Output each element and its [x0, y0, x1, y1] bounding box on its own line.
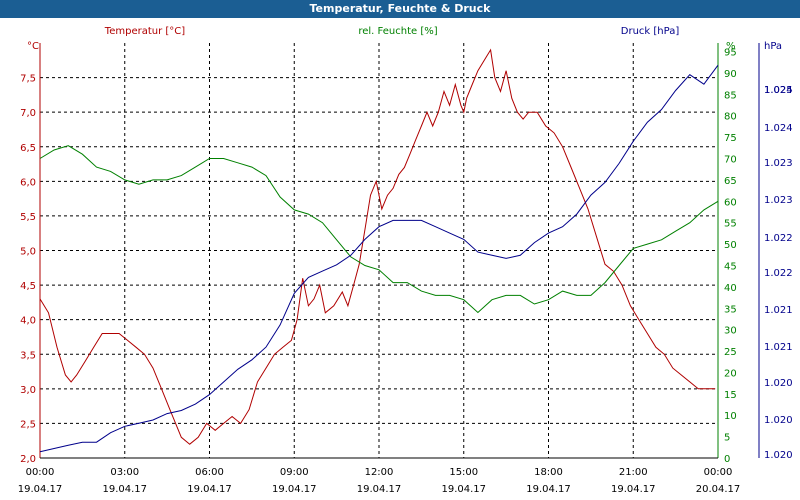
time-tick-label: 21:00 [619, 467, 648, 478]
humidity-tick-label: 75 [724, 133, 737, 144]
date-tick-label: 19.04.17 [187, 484, 232, 495]
temperature-tick-label: 2,5 [20, 419, 36, 430]
humidity-tick-label: 60 [724, 197, 737, 208]
temperature-tick-label: 6,0 [20, 177, 36, 188]
humidity-tick-label: 5 [724, 433, 730, 444]
temperature-tick-label: 5,5 [20, 212, 36, 223]
temperature-tick-label: 4,0 [20, 316, 36, 327]
time-tick-label: 12:00 [365, 467, 394, 478]
date-tick-label: 19.04.17 [611, 484, 656, 495]
humidity-tick-label: 25 [724, 347, 737, 358]
temperature-tick-label: 7,0 [20, 108, 36, 119]
pressure-tick-label: 1.020 [764, 415, 793, 426]
pressure-tick-label: 1.021 [764, 342, 793, 353]
date-tick-label: 19.04.17 [357, 484, 402, 495]
pressure-unit-label: hPa [764, 41, 782, 52]
pressure-tick-label: 1.022 [764, 268, 793, 279]
time-tick-label: 15:00 [449, 467, 478, 478]
humidity-series-line [39, 145, 719, 314]
humidity-tick-label: 20 [724, 368, 737, 379]
humidity-tick-label: 30 [724, 326, 737, 337]
date-tick-label: 20.04.17 [696, 484, 741, 495]
humidity-tick-label: 65 [724, 176, 737, 187]
humidity-tick-label: 10 [724, 411, 737, 422]
date-tick-label: 19.04.17 [102, 484, 147, 495]
data-series [39, 48, 719, 453]
pressure-tick-label: 1.021 [764, 305, 793, 316]
temperature-tick-label: 5,0 [20, 247, 36, 258]
humidity-tick-label: 15 [724, 390, 737, 401]
pressure-tick-label: 1.024 [764, 85, 793, 96]
temperature-tick-label: 3,0 [20, 385, 36, 396]
humidity-unit-label: % [726, 41, 736, 52]
humidity-tick-label: 50 [724, 240, 737, 251]
humidity-tick-label: 70 [724, 155, 737, 166]
humidity-tick-labels: 0 5 10 15 20 25 30 35 40 45 50 55 60 65 70 75 80 85 90 95 [724, 48, 737, 465]
pressure-tick-label: 1.023 [764, 195, 793, 206]
temperature-tick-label: 6,5 [20, 143, 36, 154]
time-tick-label: 09:00 [280, 467, 309, 478]
temperature-tick-label: 3,5 [20, 350, 36, 361]
humidity-tick-label: 90 [724, 69, 737, 80]
time-tick-label: 03:00 [110, 467, 139, 478]
temperature-series-line [39, 48, 716, 445]
grid-lines [39, 43, 719, 459]
temperature-unit-label: °C [27, 41, 39, 52]
humidity-tick-label: 40 [724, 283, 737, 294]
time-tick-label: 00:00 [26, 467, 55, 478]
chart-axes [39, 43, 760, 459]
humidity-tick-label: 35 [724, 304, 737, 315]
humidity-tick-label: 55 [724, 219, 737, 230]
pressure-tick-label: 1.020 [764, 450, 793, 461]
pressure-tick-label: 1.024 [764, 123, 793, 134]
date-tick-label: 19.04.17 [18, 484, 63, 495]
humidity-series-label: rel. Feuchte [%] [358, 26, 437, 37]
pressure-series-label: Druck [hPa] [621, 26, 680, 37]
humidity-tick-label: 45 [724, 261, 737, 272]
humidity-tick-label: 95 [724, 48, 737, 59]
temperature-series-label: Temperatur [°C] [104, 26, 185, 37]
time-tick-label: 00:00 [704, 467, 733, 478]
pressure-tick-label: 1.023 [764, 158, 793, 169]
date-tick-label: 19.04.17 [272, 484, 317, 495]
humidity-tick-label: 80 [724, 112, 737, 123]
temperature-tick-label: 7,5 [20, 74, 36, 85]
time-tick-label: 18:00 [534, 467, 563, 478]
date-tick-label: 19.04.17 [441, 484, 486, 495]
temperature-tick-label: 4,5 [20, 281, 36, 292]
temperature-tick-labels: 2,0 2,5 3,0 3,5 4,0 4,5 5,0 5,5 6,0 6,5 7,0 7,5 [20, 74, 36, 465]
chart-title-bar: Temperatur, Feuchte & Druck [0, 0, 800, 18]
temperature-tick-label: 2,0 [20, 454, 36, 465]
window-title: Temperatur, Feuchte & Druck [309, 2, 491, 15]
humidity-tick-label: 0 [724, 454, 730, 465]
pressure-series-line [39, 64, 719, 453]
time-tick-label: 06:00 [195, 467, 224, 478]
pressure-tick-labels: 1.020 1.020 1.020 1.021 1.021 1.022 1.022 1.023… [764, 85, 793, 461]
date-tick-label: 19.04.17 [526, 484, 571, 495]
time-tick-labels: 00:00 19.04.17 03:00 19.04.17 06:00 19.04.17 0… [18, 467, 741, 495]
pressure-tick-label: 1.020 [764, 378, 793, 389]
pressure-tick-label: 1.022 [764, 233, 793, 244]
pressure-tick-label: 1.025 [764, 85, 793, 96]
humidity-tick-label: 85 [724, 90, 737, 101]
